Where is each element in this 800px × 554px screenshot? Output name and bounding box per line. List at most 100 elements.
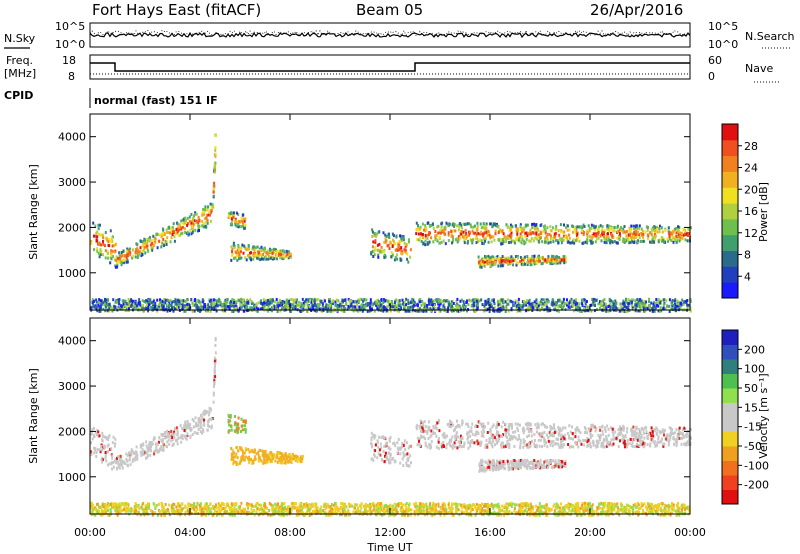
data-cell (577, 438, 580, 442)
data-cell (506, 259, 509, 263)
data-cell (382, 300, 385, 304)
data-cell (240, 305, 243, 309)
data-cell (480, 264, 483, 268)
data-cell (384, 306, 387, 310)
data-cell (500, 230, 503, 234)
data-cell (371, 457, 374, 461)
data-cell (255, 309, 258, 313)
data-cell (684, 232, 686, 236)
data-cell (604, 229, 607, 233)
data-cell (118, 458, 121, 462)
data-cell (472, 231, 475, 235)
data-cell (201, 298, 204, 302)
data-cell (183, 227, 186, 231)
data-cell (121, 261, 124, 264)
data-cell (221, 303, 224, 306)
data-cell (677, 233, 680, 237)
data-cell (253, 248, 256, 252)
data-cell (608, 224, 610, 228)
data-cell (172, 309, 175, 313)
data-cell (288, 302, 291, 306)
data-cell (569, 430, 572, 434)
data-cell (361, 303, 364, 307)
data-cell (206, 208, 209, 212)
data-cell (376, 440, 379, 444)
data-cell (574, 431, 577, 435)
data-cell (153, 452, 156, 456)
data-cell (214, 148, 217, 152)
data-cell (563, 304, 566, 308)
data-cell (294, 298, 297, 302)
data-cell (555, 261, 558, 265)
data-cell (604, 305, 607, 309)
data-cell (668, 438, 671, 442)
data-cell (214, 165, 216, 169)
data-cell (490, 240, 493, 244)
data-cell (391, 232, 394, 236)
data-cell (439, 302, 442, 306)
data-cell (388, 452, 391, 456)
data-cell (497, 422, 500, 426)
data-cell (583, 426, 586, 429)
data-cell (605, 238, 608, 241)
data-cell (417, 224, 419, 228)
data-cell (677, 302, 680, 306)
data-cell (193, 212, 196, 216)
data-cell (523, 299, 526, 303)
data-cell (257, 454, 260, 458)
data-cell (570, 300, 573, 304)
data-cell (570, 437, 573, 441)
data-cell (403, 248, 406, 252)
data-cell (383, 254, 386, 258)
data-cell (626, 430, 629, 434)
data-cell (121, 466, 124, 470)
data-cell (142, 443, 145, 447)
data-cell (275, 254, 278, 257)
data-cell (251, 450, 254, 453)
data-cell (172, 230, 175, 233)
data-cell (564, 256, 567, 260)
data-cell (265, 257, 268, 261)
data-cell (270, 451, 273, 455)
data-cell (232, 301, 235, 304)
data-cell (521, 230, 524, 234)
data-cell (596, 228, 599, 232)
data-cell (438, 418, 441, 422)
data-cell (116, 300, 119, 304)
data-cell (630, 433, 633, 437)
data-cell (100, 458, 103, 462)
data-cell (416, 443, 419, 447)
data-cell (188, 219, 191, 223)
data-cell (240, 424, 243, 428)
data-cell (659, 224, 661, 228)
data-cell (231, 253, 234, 257)
data-cell (588, 234, 591, 238)
data-cell (210, 417, 213, 421)
data-cell (558, 233, 561, 237)
data-cell (491, 225, 494, 229)
data-cell (265, 255, 268, 259)
data-cell (450, 300, 453, 304)
data-cell (601, 444, 604, 448)
data-cell (628, 229, 631, 233)
data-cell (389, 306, 392, 310)
data-cell (398, 304, 401, 308)
data-cell (638, 233, 640, 237)
data-cell (229, 415, 232, 419)
data-cell (456, 419, 458, 423)
data-cell (137, 254, 140, 258)
data-cell (191, 224, 194, 228)
data-cell (654, 232, 656, 236)
data-cell (275, 455, 278, 459)
data-cell (210, 299, 212, 302)
data-cell (541, 302, 544, 305)
data-cell (214, 161, 217, 165)
data-cell (184, 309, 187, 313)
data-cell (553, 258, 555, 262)
data-cell (508, 229, 511, 233)
data-cell (657, 240, 660, 244)
data-cell (182, 304, 185, 308)
data-cell (429, 443, 432, 447)
data-cell (519, 256, 522, 259)
data-cell (334, 302, 337, 306)
